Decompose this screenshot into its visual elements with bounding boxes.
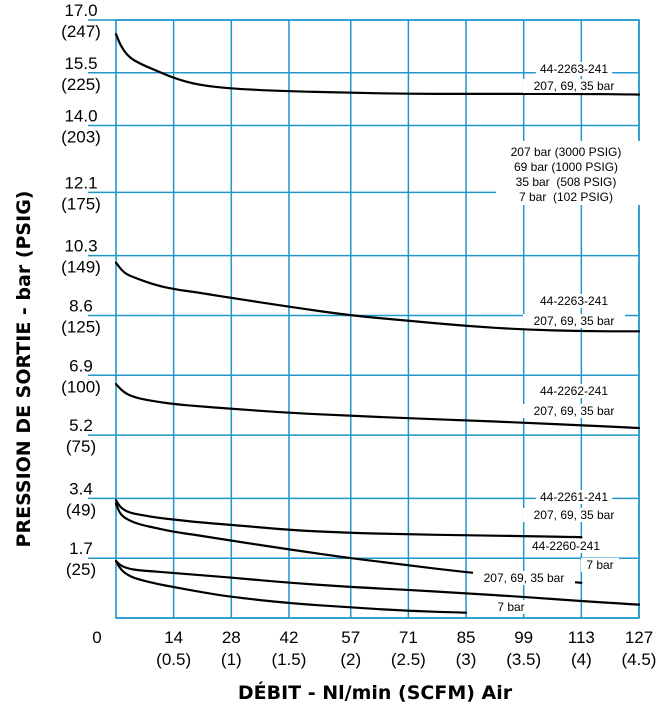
curve-label: 7 bar <box>497 600 524 614</box>
curve-label-bg <box>527 539 605 553</box>
x-tick-sublabel: (3) <box>456 650 477 669</box>
x-tick-sublabel: (1.5) <box>271 650 306 669</box>
x-tick-sublabel: (3.5) <box>506 650 541 669</box>
x-tick-label: 71 <box>399 628 418 647</box>
x-tick-sublabel: (1) <box>221 650 242 669</box>
y-tick-label: 10.3 <box>64 237 97 256</box>
series-curve-6 <box>114 559 468 614</box>
curve-label-bg <box>523 314 625 328</box>
curve-label: 207, 69, 35 bar <box>534 404 615 418</box>
legend-line: 7 bar (102 PSIG) <box>519 190 613 204</box>
x-tick-label: 57 <box>341 628 360 647</box>
curve-label-bg <box>535 294 613 308</box>
curve-label-bg <box>473 571 575 585</box>
curve-label: 44-2263-241 <box>540 62 608 76</box>
y-tick-label: 17.0 <box>64 1 97 20</box>
x-tick-sublabel: (4.5) <box>622 650 657 669</box>
y-tick-sublabel: (75) <box>66 437 96 456</box>
y-tick-sublabel: (149) <box>61 258 101 277</box>
y-tick-label: 15.5 <box>64 54 97 73</box>
x-tick-sublabel: (4) <box>571 650 592 669</box>
curve-label-bg <box>523 404 625 418</box>
y-tick-sublabel: (203) <box>61 128 101 147</box>
legend-line: 35 bar (508 PSIG) <box>516 175 617 189</box>
pressure-legend: 207 bar (3000 PSIG)69 bar (1000 PSIG)35 … <box>496 141 642 205</box>
series-curve-0 <box>114 33 641 96</box>
curve-label-bg <box>581 558 619 572</box>
curve-label: 207, 69, 35 bar <box>484 571 565 585</box>
x-axis-title: DÉBIT - Nl/min (SCFM) Air <box>238 681 513 704</box>
curve-label: 44-2260-241 <box>532 539 600 553</box>
y-axis-title: PRESSION DE SORTIE - bar (PSIG) <box>13 191 35 548</box>
x-tick-label: 99 <box>514 628 533 647</box>
x-tick-label: 28 <box>222 628 241 647</box>
curve-label-bg <box>523 508 625 522</box>
y-tick-label: 3.4 <box>69 479 93 498</box>
x-tick-label: 113 <box>568 628 595 647</box>
y-tick-label: 8.6 <box>69 296 93 315</box>
x-tick-sublabel: (2) <box>340 650 361 669</box>
x-tick-label: 127 <box>625 628 653 647</box>
x-tick-sublabel: (2.5) <box>391 650 426 669</box>
y-tick-sublabel: (125) <box>61 317 101 336</box>
legend-bg <box>496 141 642 205</box>
legend-line: 207 bar (3000 PSIG) <box>511 145 622 159</box>
curve-label-bg <box>535 384 613 398</box>
y-tick-label: 12.1 <box>64 173 97 192</box>
tick-labels: 17.0 (247) 15.5 (225) 14.0 (203) 12.1 (175) 10.3… <box>61 1 656 669</box>
series-curve-5 <box>114 559 641 606</box>
curve-label: 207, 69, 35 bar <box>534 314 615 328</box>
y-tick-sublabel: (247) <box>61 22 101 41</box>
y-tick-sublabel: (100) <box>61 377 101 396</box>
x-origin-label: 0 <box>92 628 101 647</box>
curve-label-bg <box>535 490 613 504</box>
y-tick-sublabel: (25) <box>66 560 96 579</box>
x-tick-sublabel: (0.5) <box>156 650 191 669</box>
curve-label: 207, 69, 35 bar <box>534 79 615 93</box>
curve-label: 44-2261-241 <box>540 490 608 504</box>
series-curve-2 <box>114 383 641 430</box>
curve-label-bg <box>523 79 625 93</box>
x-tick-label: 14 <box>164 628 183 647</box>
x-tick-label: 85 <box>457 628 476 647</box>
curve-label: 44-2263-241 <box>540 294 608 308</box>
series-curve-1 <box>114 261 641 333</box>
curve-label-bg <box>492 600 530 614</box>
y-tick-label: 1.7 <box>69 539 93 558</box>
curve-label-bg <box>535 62 613 76</box>
y-tick-sublabel: (225) <box>61 75 101 94</box>
curve-label: 44-2262-241 <box>540 384 608 398</box>
x-tick-label: 42 <box>279 628 298 647</box>
legend-line: 69 bar (1000 PSIG) <box>514 160 618 174</box>
y-tick-label: 5.2 <box>69 416 93 435</box>
y-tick-label: 6.9 <box>69 356 93 375</box>
curve-label: 7 bar <box>586 558 613 572</box>
y-tick-label: 14.0 <box>64 107 97 126</box>
curve-label: 207, 69, 35 bar <box>534 508 615 522</box>
curve-labels: 44-2263-241 207, 69, 35 bar 44-2263-241 207… <box>473 62 625 614</box>
y-tick-sublabel: (49) <box>66 500 96 519</box>
series-curve-3 <box>114 499 583 539</box>
y-tick-sublabel: (175) <box>61 194 101 213</box>
grid <box>88 19 640 619</box>
